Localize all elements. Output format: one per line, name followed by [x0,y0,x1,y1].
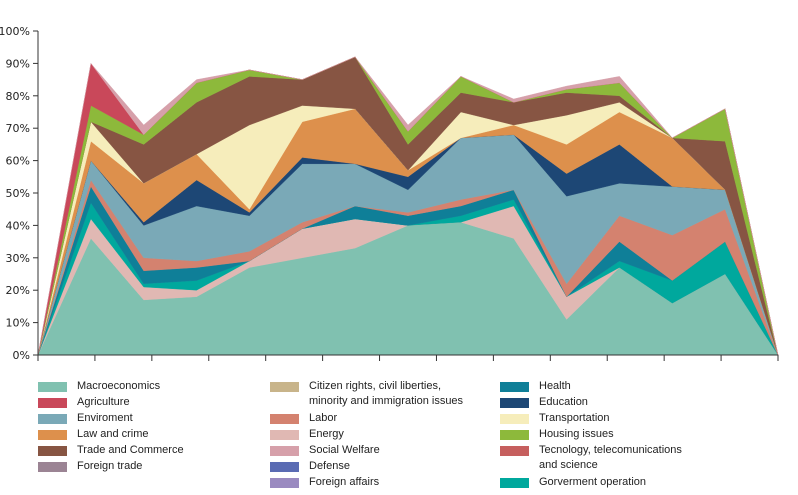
chart-axes: 0% 10% 20% 30% 40% 50% 60% 70% 80% 90% 100% [0,25,779,362]
y-tick-label: 100% [0,25,30,38]
y-tick-label: 90% [6,57,30,70]
y-tick-label: 50% [6,187,30,200]
y-tick-label: 20% [6,284,30,297]
y-tick-label: 60% [6,155,30,168]
series-areas [37,56,779,356]
y-tick-label: 70% [6,122,30,135]
y-tick-label: 40% [6,219,30,232]
y-tick-label: 0% [13,349,30,362]
y-tick-label: 80% [6,90,30,103]
y-tick-label: 10% [6,317,30,330]
y-tick-label: 30% [6,252,30,265]
